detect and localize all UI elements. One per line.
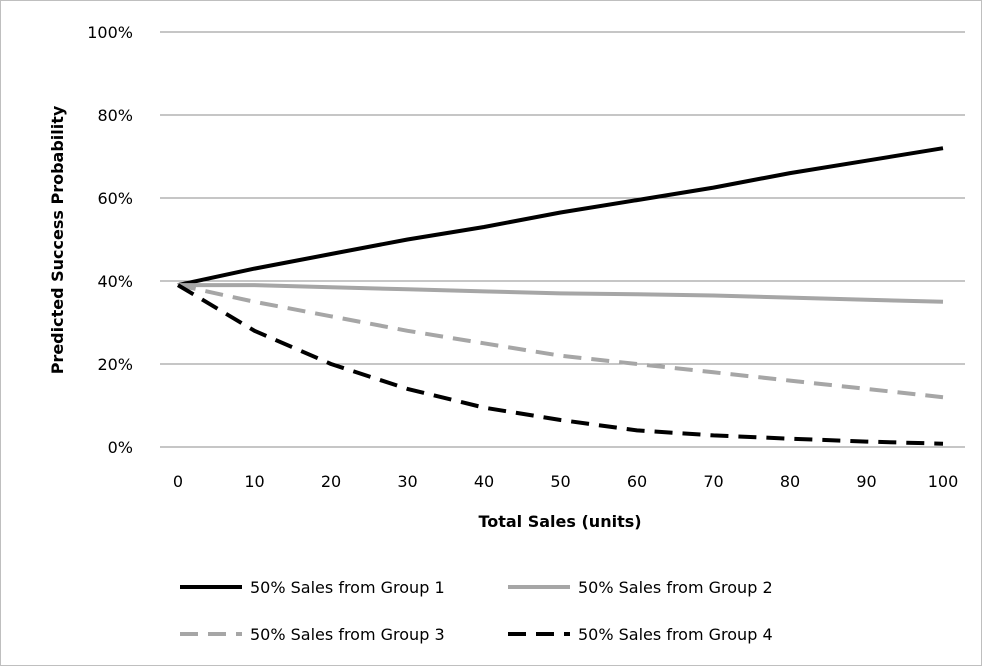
legend-label-group-2: 50% Sales from Group 2: [578, 578, 773, 597]
y-tick-label: 80%: [97, 106, 133, 125]
series-line-group-2: [178, 283, 944, 304]
series-line-group-1: [177, 146, 944, 288]
y-tick-label: 100%: [87, 23, 133, 42]
x-tick-label: 60: [627, 472, 647, 491]
x-tick-label: 10: [244, 472, 264, 491]
x-tick-label: 50: [550, 472, 570, 491]
x-tick-label: 100: [928, 472, 959, 491]
legend-label-group-4: 50% Sales from Group 4: [578, 625, 773, 644]
series-line-group-3: [177, 283, 944, 400]
x-tick-label: 20: [321, 472, 341, 491]
x-tick-labels: 0 10 20 30 40 50 60 70 80 90 100: [173, 472, 958, 491]
legend: 50% Sales from Group 1 50% Sales from Gro…: [180, 578, 773, 644]
y-axis-title: Predicted Success Probability: [48, 105, 67, 374]
x-tick-label: 70: [703, 472, 723, 491]
y-tick-labels: 0% 20% 40% 60% 80% 100%: [87, 23, 133, 457]
series-lines: [176, 146, 944, 446]
y-tick-label: 0%: [108, 438, 133, 457]
x-tick-label: 80: [780, 472, 800, 491]
x-tick-label: 90: [856, 472, 876, 491]
y-tick-label: 60%: [97, 189, 133, 208]
legend-label-group-3: 50% Sales from Group 3: [250, 625, 445, 644]
x-tick-label: 30: [397, 472, 417, 491]
gridlines: [160, 31, 965, 448]
y-tick-label: 40%: [97, 272, 133, 291]
x-axis-title: Total Sales (units): [478, 512, 641, 531]
x-tick-label: 0: [173, 472, 183, 491]
x-tick-label: 40: [474, 472, 494, 491]
y-tick-label: 20%: [97, 355, 133, 374]
legend-label-group-1: 50% Sales from Group 1: [250, 578, 445, 597]
series-line-group-4: [176, 283, 944, 446]
